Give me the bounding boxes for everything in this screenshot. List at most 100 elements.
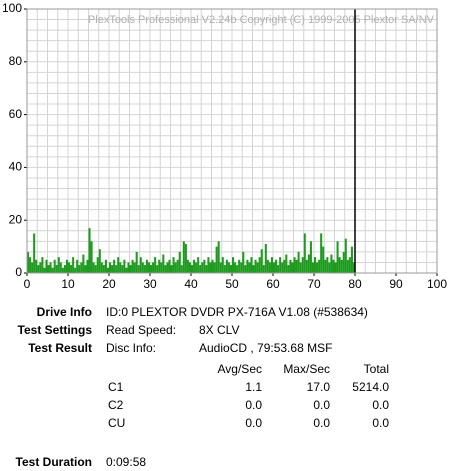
x-tick-label: 100: [427, 277, 447, 291]
bar: [240, 262, 243, 273]
bar: [318, 259, 321, 273]
bar: [211, 259, 214, 273]
bar: [27, 251, 30, 273]
bar: [344, 238, 347, 273]
bar: [227, 262, 230, 273]
bar: [164, 265, 167, 273]
x-tick-label: 70: [307, 277, 321, 291]
label: Test Duration: [16, 455, 92, 469]
bar: [186, 259, 189, 273]
bar: [100, 262, 103, 273]
x-tick-label: 60: [266, 277, 280, 291]
bar: [244, 265, 247, 273]
y-tick-label: 100: [2, 1, 22, 15]
x-tick-label: 80: [348, 277, 362, 291]
bar: [254, 259, 257, 273]
bar: [215, 246, 218, 273]
bar: [43, 267, 46, 273]
bar: [275, 259, 278, 273]
bar: [102, 265, 105, 273]
bar: [352, 262, 355, 273]
bar: [213, 262, 216, 273]
bar: [293, 257, 296, 273]
y-tick-label: 40: [9, 160, 23, 174]
bar: [162, 254, 165, 273]
bar: [246, 259, 249, 273]
result-table: Avg/Sec Max/Sec Total C1 1.1 17.0 5214.0 C2 0.0 0…: [108, 362, 389, 430]
cell: 5214.0: [352, 380, 389, 394]
bar: [309, 241, 312, 273]
bar: [291, 262, 294, 273]
bar: [182, 241, 185, 273]
bar: [178, 251, 181, 273]
bar: [41, 257, 44, 273]
y-tick-label: 80: [9, 54, 23, 68]
bar: [205, 265, 208, 273]
bar: [326, 257, 329, 273]
bar: [74, 267, 77, 273]
bar: [82, 254, 85, 273]
cell: 0.0: [372, 416, 389, 430]
bar: [234, 262, 237, 273]
bar: [168, 259, 171, 273]
bar: [61, 267, 64, 273]
bar: [53, 259, 56, 273]
bar: [145, 259, 148, 273]
bar: [330, 254, 333, 273]
bar: [281, 262, 284, 273]
bar: [176, 259, 179, 273]
bar: [65, 259, 68, 273]
bar: [84, 265, 87, 273]
cell: 0.0: [245, 398, 262, 412]
row-label: C1: [108, 380, 124, 394]
bar: [346, 259, 349, 273]
label: Drive Info: [37, 305, 92, 319]
bar: [137, 265, 140, 273]
bar: [125, 267, 128, 273]
bar: [47, 265, 50, 273]
bar: [299, 262, 302, 273]
bar: [266, 259, 269, 273]
bar: [70, 265, 73, 273]
bar: [203, 259, 206, 273]
bar: [303, 233, 306, 273]
bar: [160, 262, 163, 273]
bar: [260, 249, 263, 273]
value: 0:09:58: [106, 455, 146, 469]
bar: [119, 262, 122, 273]
bar: [184, 243, 187, 273]
bar: [324, 259, 327, 273]
bar: [68, 262, 71, 273]
key: Disc Info:: [106, 341, 156, 355]
bar: [113, 259, 116, 273]
bar: [156, 265, 159, 273]
bar: [94, 265, 97, 273]
bar: [88, 228, 91, 273]
bar: [207, 257, 210, 273]
bar: [238, 259, 241, 273]
row-label: C2: [108, 398, 124, 412]
bar: [117, 257, 120, 273]
bar: [92, 262, 95, 273]
bar: [135, 251, 138, 273]
x-tick-label: 20: [102, 277, 116, 291]
x-tick-label: 90: [389, 277, 403, 291]
bar: [250, 257, 253, 273]
bar: [86, 259, 89, 273]
y-tick-label: 0: [15, 265, 22, 279]
bar: [180, 265, 183, 273]
bar: [131, 259, 134, 273]
bar: [78, 265, 81, 273]
bar: [158, 259, 161, 273]
bar: [59, 262, 62, 273]
bar: [150, 265, 153, 273]
bar: [57, 257, 60, 273]
bar: [314, 257, 317, 273]
bar: [33, 233, 36, 273]
bar: [348, 257, 351, 273]
bar: [316, 262, 319, 273]
bar: [342, 251, 345, 273]
bar: [332, 259, 335, 273]
x-tick-label: 0: [24, 277, 31, 291]
bar: [336, 241, 339, 273]
